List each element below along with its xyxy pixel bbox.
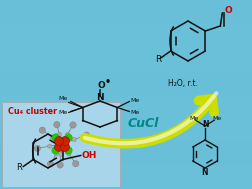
Text: H₂O, r.t.: H₂O, r.t. bbox=[168, 79, 198, 88]
Circle shape bbox=[50, 135, 54, 139]
Circle shape bbox=[54, 122, 60, 128]
Circle shape bbox=[34, 145, 41, 152]
Circle shape bbox=[47, 161, 54, 167]
Text: N: N bbox=[202, 120, 208, 129]
Circle shape bbox=[52, 146, 59, 154]
Circle shape bbox=[70, 122, 76, 128]
Circle shape bbox=[57, 162, 63, 168]
Text: Me: Me bbox=[190, 116, 199, 121]
Text: N: N bbox=[201, 168, 207, 177]
Text: O: O bbox=[224, 6, 232, 15]
Circle shape bbox=[57, 132, 61, 136]
Text: Cu₄ cluster: Cu₄ cluster bbox=[8, 107, 57, 116]
Circle shape bbox=[54, 136, 64, 146]
Text: OH: OH bbox=[82, 152, 97, 160]
Text: Me: Me bbox=[59, 109, 68, 115]
Bar bbox=[0, 71, 252, 94]
Circle shape bbox=[65, 146, 72, 154]
Bar bbox=[0, 24, 252, 47]
Circle shape bbox=[67, 152, 71, 156]
Text: R: R bbox=[16, 163, 22, 171]
Text: N: N bbox=[96, 93, 104, 102]
Circle shape bbox=[39, 127, 46, 133]
Text: O: O bbox=[97, 81, 105, 90]
Circle shape bbox=[65, 134, 72, 141]
Bar bbox=[2, 102, 120, 187]
Bar bbox=[0, 47, 252, 71]
Circle shape bbox=[54, 152, 58, 156]
Circle shape bbox=[60, 136, 70, 146]
Circle shape bbox=[73, 160, 79, 167]
Bar bbox=[0, 0, 252, 24]
Text: Me: Me bbox=[59, 95, 68, 101]
FancyArrowPatch shape bbox=[85, 93, 216, 143]
Text: R: R bbox=[155, 55, 161, 64]
Circle shape bbox=[47, 144, 52, 148]
Circle shape bbox=[72, 137, 76, 142]
Text: CuCl: CuCl bbox=[128, 117, 159, 130]
Bar bbox=[0, 94, 252, 118]
FancyArrowPatch shape bbox=[85, 99, 214, 144]
Bar bbox=[0, 165, 252, 189]
Circle shape bbox=[52, 134, 59, 141]
Bar bbox=[0, 118, 252, 142]
Text: Me: Me bbox=[130, 111, 140, 115]
Circle shape bbox=[60, 143, 70, 152]
Circle shape bbox=[59, 152, 63, 157]
Text: Me: Me bbox=[212, 116, 222, 121]
Bar bbox=[0, 142, 252, 165]
Circle shape bbox=[65, 132, 70, 137]
Text: Me: Me bbox=[130, 98, 140, 104]
Text: •: • bbox=[105, 77, 111, 87]
Circle shape bbox=[83, 132, 90, 138]
Circle shape bbox=[54, 143, 64, 152]
